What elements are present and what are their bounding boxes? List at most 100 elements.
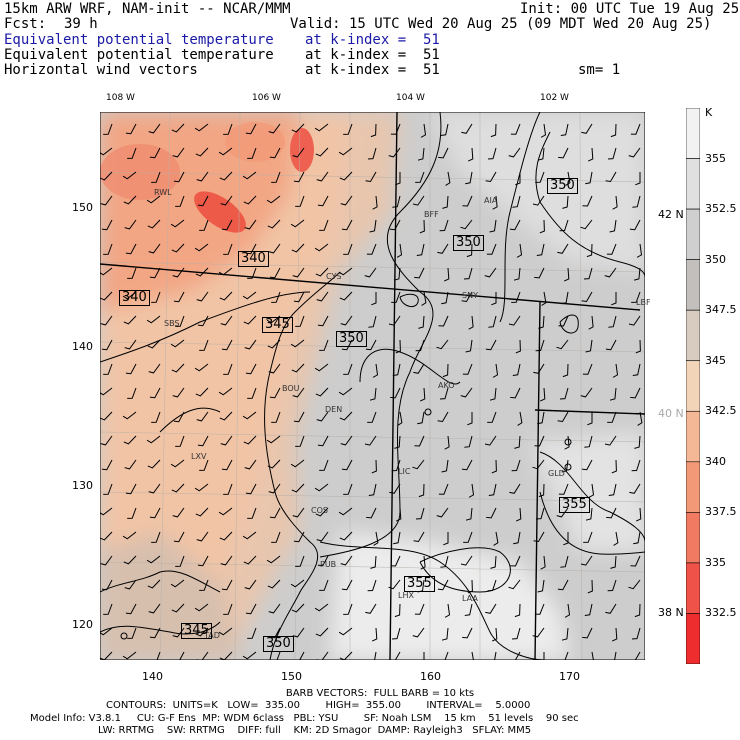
wind-barb [415, 507, 425, 520]
wind-barb [173, 171, 185, 183]
wind-barb [103, 603, 113, 615]
wind-barb [607, 147, 617, 160]
colorbar-cell [686, 512, 700, 564]
colorbar-label: 335 [705, 555, 726, 569]
wind-barb [635, 339, 641, 354]
wind-barb [367, 411, 377, 423]
wind-barbs [100, 123, 643, 660]
contour-label-350-b: 350 [453, 235, 484, 251]
wind-barb [291, 483, 305, 493]
wind-barb [468, 483, 475, 498]
wind-barb [219, 291, 233, 301]
wind-barb [464, 603, 473, 616]
wind-barb [219, 531, 233, 541]
wind-barb [242, 291, 257, 300]
wind-barb [488, 315, 497, 328]
wind-barb [630, 123, 641, 135]
wind-barb [608, 315, 617, 328]
wind-barb [628, 579, 641, 590]
wind-barb [558, 147, 569, 159]
wind-barb [512, 363, 521, 376]
wind-barb [632, 363, 641, 376]
wind-barb [560, 123, 569, 136]
wind-barb [534, 267, 545, 279]
colorbar-label: 350 [705, 252, 726, 266]
colorbar-cell [686, 259, 700, 311]
colorbar [686, 108, 700, 664]
wind-barb [291, 243, 305, 253]
wind-barb [244, 579, 257, 590]
field-name-1: Equivalent potential temperature [4, 32, 274, 48]
wind-barb [195, 507, 209, 517]
wind-barb [269, 507, 281, 519]
wind-barb [493, 531, 499, 546]
wind-barb [123, 195, 137, 205]
wind-barb [276, 651, 281, 660]
wind-barb [314, 123, 329, 132]
wind-barb [509, 483, 521, 494]
wind-barb [514, 435, 521, 449]
wind-barb [487, 147, 497, 160]
wind-barb [341, 219, 353, 231]
wind-barb [343, 603, 353, 615]
wind-barb [146, 435, 161, 444]
wind-barb [465, 171, 473, 185]
wind-barb [292, 387, 305, 398]
wind-barb [314, 243, 329, 252]
wind-barb [271, 531, 281, 543]
wind-barb [510, 387, 521, 399]
wind-barb [390, 123, 401, 135]
wind-barb [218, 507, 233, 516]
wind-barb [611, 292, 617, 306]
wind-barb [175, 315, 185, 327]
wind-barb [100, 411, 113, 421]
wind-barb [195, 267, 209, 277]
city-bou: BOU [282, 384, 300, 393]
wind-barb [533, 363, 545, 374]
wind-barb [218, 267, 233, 276]
wind-barb [295, 315, 305, 327]
wind-barb [100, 171, 113, 181]
wind-barb [534, 435, 545, 447]
wind-barb [343, 363, 353, 375]
wind-barb [317, 315, 329, 327]
wind-barb [556, 507, 569, 518]
wind-barb [442, 363, 449, 378]
wind-barb [420, 123, 427, 138]
wind-barb [580, 219, 593, 230]
wind-barb [315, 267, 329, 277]
wind-barb [339, 411, 353, 421]
wind-barb [149, 627, 161, 639]
wind-barb [485, 603, 497, 614]
city-den: DEN [325, 405, 343, 414]
city-tad: TAD [204, 631, 220, 640]
wind-barb [611, 627, 618, 642]
wind-barb [485, 339, 497, 351]
wind-barb [534, 603, 545, 615]
wind-barb [608, 483, 617, 496]
wind-barb [559, 387, 569, 400]
x-label-170: 170 [559, 670, 580, 683]
wind-barb [441, 291, 449, 305]
wind-barb [149, 147, 161, 159]
valid-time: Valid: 15 UTC Wed 20 Aug 25 (09 MDT Wed … [290, 16, 712, 32]
wind-barb [558, 483, 569, 495]
wind-barb [338, 387, 353, 396]
wind-barb [271, 171, 281, 183]
wind-barb [395, 172, 401, 186]
wind-barb [586, 243, 593, 258]
wind-barb [537, 579, 545, 593]
wind-barb [149, 267, 161, 279]
wind-barb [219, 171, 233, 181]
wind-barb [147, 339, 161, 349]
wind-barb [242, 171, 257, 180]
wind-barb [419, 387, 426, 402]
wind-barb [370, 555, 377, 569]
wind-barb [630, 387, 641, 399]
wind-barb [171, 243, 185, 253]
wind-barb [319, 579, 329, 591]
colorbar-label: 347.5 [705, 303, 737, 317]
wind-barb [175, 555, 185, 567]
wind-barb [197, 195, 209, 207]
wind-barb [319, 459, 329, 471]
